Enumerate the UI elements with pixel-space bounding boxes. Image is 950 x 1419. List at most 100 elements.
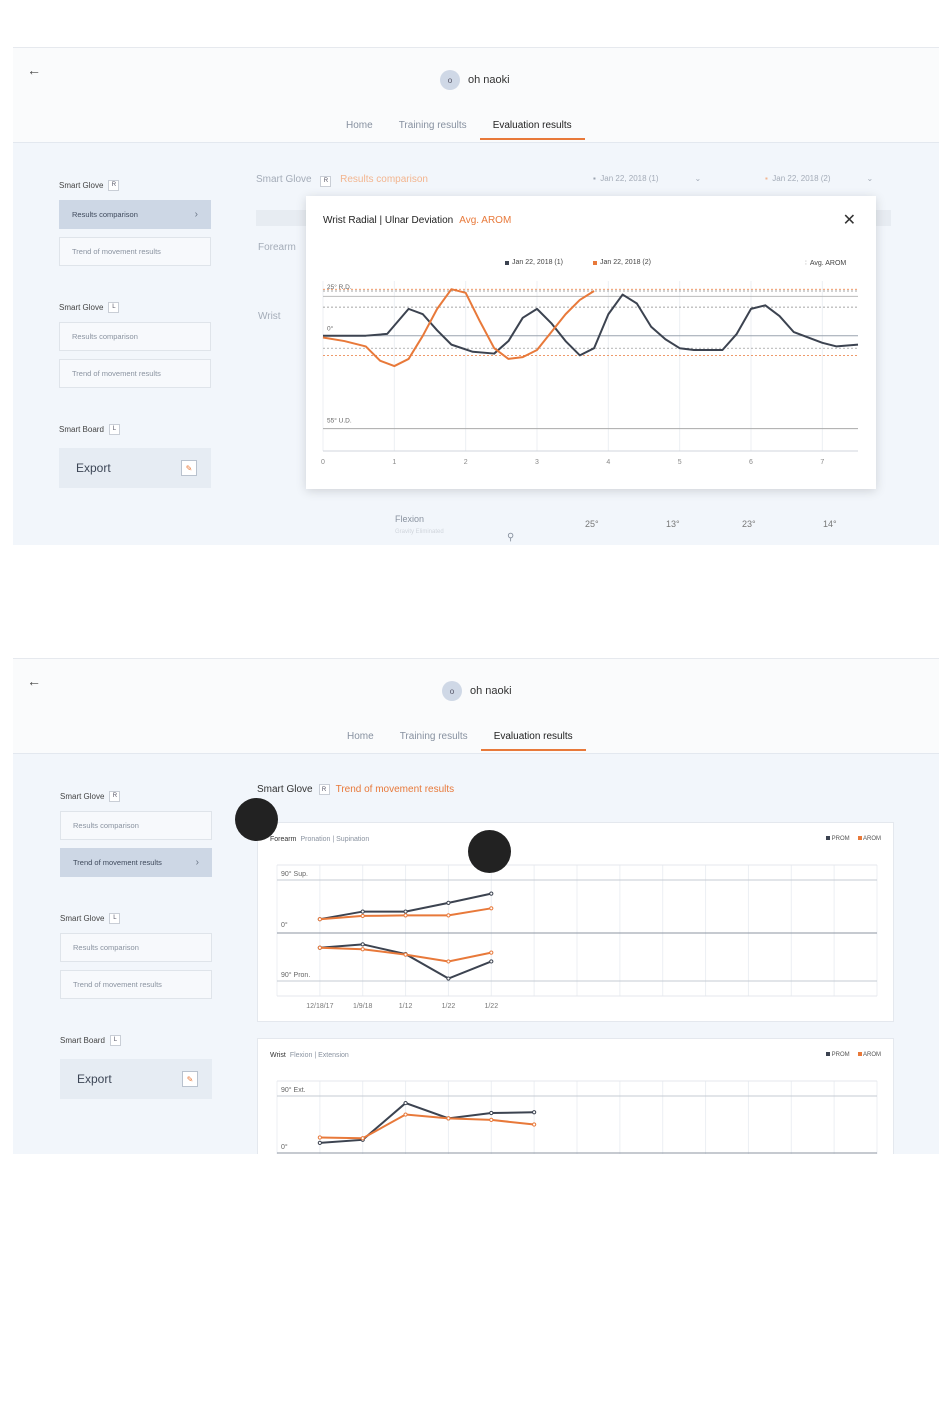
breadcrumb: Smart Glove R Results comparison bbox=[256, 174, 428, 187]
sidebar-item-label: Results comparison bbox=[72, 332, 138, 341]
data-point bbox=[317, 1135, 322, 1140]
data-point bbox=[489, 959, 494, 964]
date-select-1-value: Jan 22, 2018 (1) bbox=[600, 174, 659, 183]
data-point bbox=[403, 913, 408, 918]
screen-results-comparison: ← o oh naoki Home Training results Evalu… bbox=[13, 47, 939, 545]
sidebar-group-glove-r: Smart Glove R bbox=[60, 789, 212, 803]
export-button[interactable]: Export ✎ bbox=[59, 448, 211, 488]
x-tick-label: 1/22 bbox=[484, 1003, 498, 1010]
export-icon: ✎ bbox=[181, 460, 197, 476]
data-point bbox=[317, 1140, 322, 1145]
y-axis-label: 90° Pron. bbox=[281, 971, 310, 979]
tab-home[interactable]: Home bbox=[347, 731, 374, 742]
data-point bbox=[403, 909, 408, 914]
sidebar-item-label: Trend of movement results bbox=[72, 369, 161, 378]
tab-home[interactable]: Home bbox=[346, 120, 373, 131]
sidebar: Smart Glove R Results comparison › Trend… bbox=[59, 178, 211, 488]
tab-training-results[interactable]: Training results bbox=[398, 120, 467, 131]
data-point bbox=[489, 950, 494, 955]
legend-label: PROM bbox=[831, 1052, 850, 1058]
card-title-main: Wrist bbox=[270, 1052, 286, 1059]
modal-subtitle: Avg. AROM bbox=[459, 215, 512, 226]
tab-training-results[interactable]: Training results bbox=[399, 731, 468, 742]
sidebar-item-label: Trend of movement results bbox=[73, 858, 162, 867]
modal-title-text: Wrist Radial | Ulnar Deviation bbox=[323, 215, 454, 226]
date-select-2[interactable]: ▪ Jan 22, 2018 (2) ⌄ bbox=[765, 174, 874, 183]
legend-series-1: Jan 22, 2018 (1) bbox=[505, 259, 563, 266]
data-point bbox=[446, 1116, 451, 1121]
x-tick-label: 3 bbox=[535, 459, 539, 466]
x-tick-label: 7 bbox=[820, 459, 824, 466]
data-point bbox=[446, 913, 451, 918]
page-title: Smart Glove R Trend of movement results bbox=[257, 784, 454, 795]
legend-label: PROM bbox=[831, 836, 850, 842]
sidebar-group-board: Smart Board L bbox=[60, 1033, 212, 1047]
username: oh naoki bbox=[470, 685, 512, 697]
sidebar-item-label: Trend of movement results bbox=[72, 247, 161, 256]
value-cell: 25° bbox=[585, 519, 599, 529]
x-tick-label: 0 bbox=[321, 459, 325, 466]
back-arrow-icon[interactable]: ← bbox=[27, 673, 41, 689]
date-select-2-value: Jan 22, 2018 (2) bbox=[772, 174, 831, 183]
sidebar-item-results-comparison-l[interactable]: Results comparison bbox=[60, 933, 212, 962]
card-title-sub: Flexion | Extension bbox=[289, 1052, 349, 1059]
main-tabs: Home Training results Evaluation results bbox=[334, 731, 586, 751]
card-title: Wrist Flexion | Extension bbox=[270, 1052, 349, 1059]
app-header: ← o oh naoki Home Training results Evalu… bbox=[13, 48, 939, 143]
x-tick-label: 5 bbox=[678, 459, 682, 466]
sidebar-item-label: Trend of movement results bbox=[73, 980, 162, 989]
legend-swatch bbox=[825, 1052, 830, 1056]
sidebar-item-results-comparison[interactable]: Results comparison › bbox=[59, 200, 211, 229]
hand-badge: R bbox=[318, 784, 330, 795]
hand-badge: L bbox=[108, 301, 120, 313]
sidebar-item-results-comparison-l[interactable]: Results comparison bbox=[59, 322, 211, 351]
sidebar-group-glove-l: Smart Glove L bbox=[59, 300, 211, 314]
sidebar-item-trend-l[interactable]: Trend of movement results bbox=[60, 970, 212, 999]
legend-label: AROM bbox=[863, 836, 881, 842]
close-icon[interactable]: ✕ bbox=[842, 212, 856, 229]
data-point bbox=[360, 942, 365, 947]
x-tick-label: 1/12 bbox=[399, 1003, 413, 1010]
tab-evaluation-results[interactable]: Evaluation results bbox=[480, 731, 586, 751]
screen-trend-results: ← o oh naoki Home Training results Evalu… bbox=[13, 658, 939, 1154]
data-point bbox=[489, 906, 494, 911]
sidebar-item-trend[interactable]: Trend of movement results bbox=[59, 237, 211, 266]
x-tick-label: 12/18/17 bbox=[306, 1003, 333, 1010]
data-point bbox=[360, 1136, 365, 1141]
tab-evaluation-results[interactable]: Evaluation results bbox=[479, 120, 585, 140]
legend-swatch bbox=[857, 836, 862, 840]
radial-ulnar-chart: 0 1 2 3 4 5 6 7 25° R.D. 0° 55° U.D. bbox=[321, 281, 859, 466]
chart-modal: Wrist Radial | Ulnar Deviation Avg. AROM … bbox=[306, 196, 876, 489]
x-tick-label: 4 bbox=[606, 459, 610, 466]
data-point bbox=[446, 976, 451, 981]
search-icon[interactable]: ⚲ bbox=[507, 532, 515, 543]
back-arrow-icon[interactable]: ← bbox=[27, 62, 41, 78]
row-wrist: Wrist bbox=[258, 311, 281, 322]
data-point bbox=[489, 1117, 494, 1123]
user-info: o oh naoki bbox=[442, 681, 512, 701]
sidebar-group-label: Smart Board bbox=[60, 1035, 105, 1045]
sidebar-item-trend[interactable]: Trend of movement results › bbox=[60, 848, 212, 877]
y-axis-label: 55° U.D. bbox=[327, 417, 352, 425]
date-select-1[interactable]: ▪ Jan 22, 2018 (1) ⌄ bbox=[593, 174, 702, 183]
sidebar-group-board: Smart Board L bbox=[59, 422, 211, 436]
chevron-right-icon: › bbox=[195, 857, 199, 868]
legend-arom: AROM bbox=[857, 1052, 881, 1058]
sidebar-item-label: Results comparison bbox=[73, 821, 139, 830]
y-axis-label: 0° bbox=[281, 1143, 288, 1151]
touch-indicator bbox=[235, 798, 278, 841]
sidebar-group-label: Smart Glove bbox=[59, 302, 104, 312]
data-point bbox=[360, 909, 365, 914]
sidebar-group-label: Smart Glove bbox=[60, 913, 105, 923]
legend-label: Avg. AROM bbox=[809, 259, 847, 267]
sidebar-item-trend-l[interactable]: Trend of movement results bbox=[59, 359, 211, 388]
data-point bbox=[403, 952, 408, 957]
page-title-device: Smart Glove bbox=[257, 784, 313, 795]
sidebar-item-results-comparison[interactable]: Results comparison bbox=[60, 811, 212, 840]
card-legend: PROM AROM bbox=[825, 1052, 881, 1058]
export-button[interactable]: Export ✎ bbox=[60, 1059, 212, 1099]
series-line bbox=[319, 1101, 535, 1144]
legend-series-2: Jan 22, 2018 (2) bbox=[593, 259, 651, 266]
hand-badge: R bbox=[108, 179, 120, 191]
wrist-card: Wrist Flexion | Extension PROM AROM 90° E… bbox=[257, 1038, 894, 1154]
